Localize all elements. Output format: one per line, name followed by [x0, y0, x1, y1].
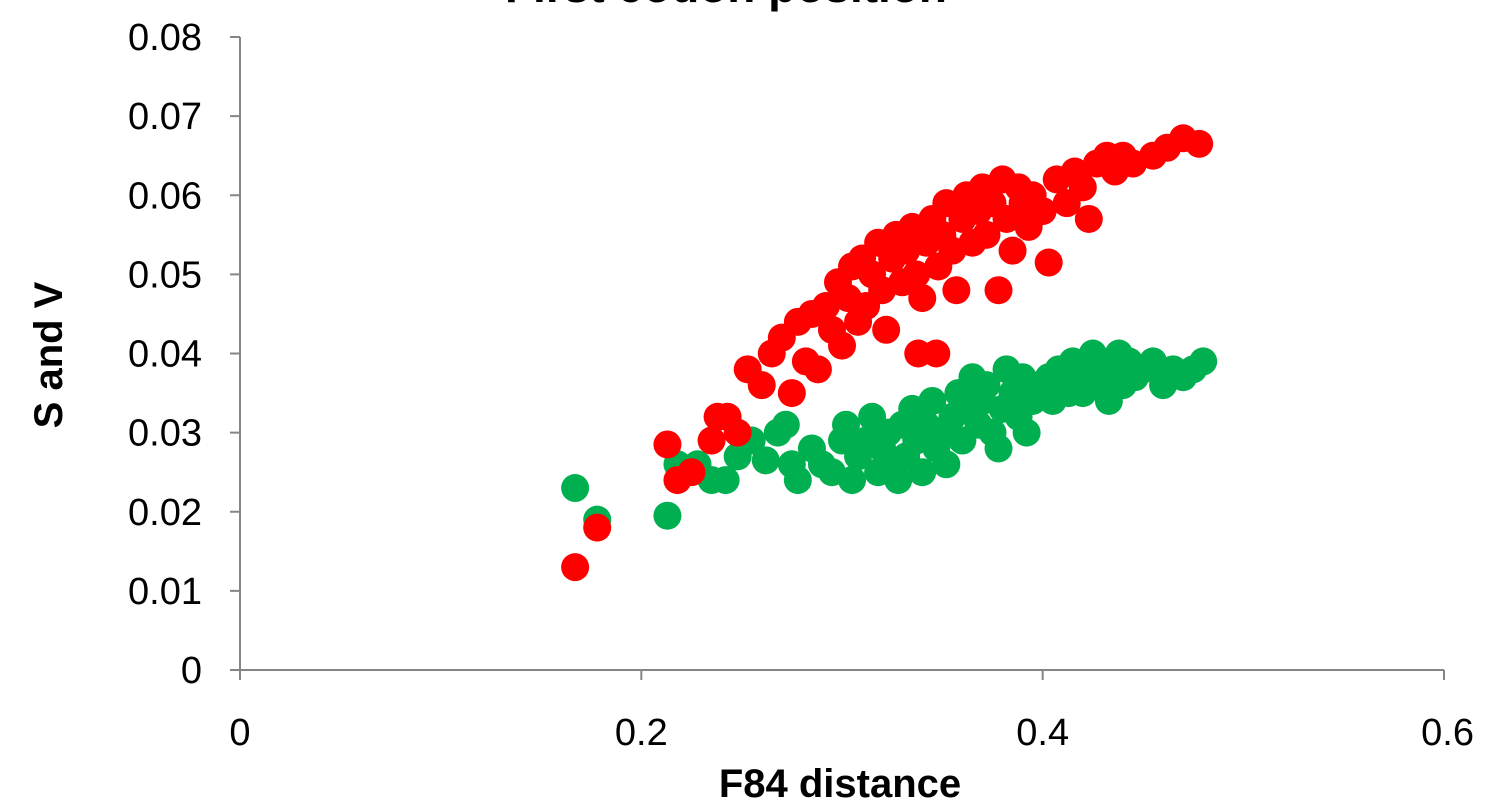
data-point-series-2	[998, 236, 1027, 265]
data-point-series-1	[783, 466, 812, 495]
data-point-series-1	[561, 474, 590, 503]
data-point-series-2	[561, 553, 590, 582]
data-point-series-1	[832, 410, 861, 439]
data-point-series-2	[811, 292, 840, 321]
data-point-series-2	[972, 220, 1001, 249]
x-tick-label: 0.2	[615, 712, 668, 754]
y-tick-label: 0.01	[128, 571, 202, 613]
data-point-series-1	[908, 458, 937, 487]
data-point-series-2	[1028, 197, 1057, 226]
y-tick-label: 0.04	[128, 334, 202, 376]
data-point-series-2	[1034, 248, 1063, 277]
data-point-series-2	[697, 426, 726, 455]
data-point-series-1	[711, 466, 740, 495]
data-point-series-2	[908, 284, 937, 313]
data-point-series-2	[1185, 129, 1214, 158]
y-tick-label: 0.02	[128, 492, 202, 534]
data-point-series-2	[677, 458, 706, 487]
x-axis-title: F84 distance	[719, 762, 961, 806]
data-point-series-2	[872, 315, 901, 344]
x-tick-label: 0	[229, 712, 250, 754]
chart-title: First codon position	[505, 0, 947, 12]
data-point-series-1	[1189, 347, 1218, 376]
data-point-series-1	[771, 410, 800, 439]
y-axis-ticks: 0 0.01 0.02 0.03 0.04 0.05 0.06 0.07 0.08	[128, 17, 240, 692]
data-point-series-1	[932, 450, 961, 479]
data-point-series-2	[1074, 204, 1103, 233]
x-tick-label: 0.6	[1421, 712, 1474, 754]
data-points	[561, 124, 1218, 582]
data-point-series-2	[747, 371, 776, 400]
data-point-series-2	[922, 339, 951, 368]
data-point-series-2	[723, 418, 752, 447]
y-tick-label: 0.03	[128, 413, 202, 455]
data-point-series-2	[902, 260, 931, 289]
x-axis-ticks: 0 0.2 0.4 0.6	[229, 670, 1474, 754]
data-point-series-1	[751, 446, 780, 475]
data-point-series-2	[984, 276, 1013, 305]
data-point-series-2	[653, 430, 682, 459]
data-point-series-2	[803, 355, 832, 384]
y-tick-label: 0	[181, 650, 202, 692]
data-point-series-2	[1068, 173, 1097, 202]
data-point-series-1	[838, 466, 867, 495]
x-tick-label: 0.4	[1016, 712, 1069, 754]
data-point-series-1	[972, 371, 1001, 400]
data-point-series-1	[918, 386, 947, 415]
y-tick-label: 0.08	[128, 17, 202, 59]
y-tick-label: 0.06	[128, 175, 202, 217]
data-point-series-2	[777, 379, 806, 408]
data-point-series-1	[653, 501, 682, 530]
data-point-series-2	[828, 331, 856, 360]
data-point-series-1	[1012, 418, 1041, 447]
data-point-series-1	[984, 434, 1013, 463]
data-point-series-2	[942, 276, 971, 305]
y-tick-label: 0.05	[128, 254, 202, 296]
y-axis-title: S and V	[27, 281, 71, 428]
data-point-series-2	[583, 513, 612, 542]
y-tick-label: 0.07	[128, 96, 202, 138]
data-point-series-1	[884, 466, 913, 495]
